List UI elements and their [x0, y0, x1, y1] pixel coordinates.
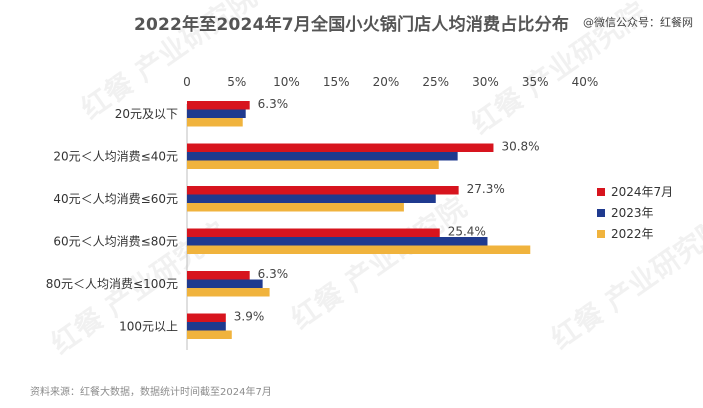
- data-label: 25.4%: [448, 225, 486, 239]
- bar: [187, 160, 439, 169]
- x-tick-label: 30%: [472, 75, 499, 89]
- bar: [187, 330, 232, 339]
- legend-swatch: [597, 209, 605, 217]
- data-labels: 6.3% 30.8% 27.3% 25.4% 6.3% 3.9%: [234, 97, 540, 324]
- category-label: 60元＜人均消费≤80元: [53, 234, 178, 248]
- x-tick-label: 35%: [522, 75, 549, 89]
- x-tick-label: 15%: [323, 75, 350, 89]
- data-label: 30.8%: [501, 140, 539, 154]
- bar: [187, 313, 226, 322]
- data-label: 27.3%: [467, 182, 505, 196]
- bar: [187, 279, 263, 288]
- x-tick-label: 0: [183, 75, 191, 89]
- data-label: 6.3%: [258, 97, 289, 111]
- bar: [187, 186, 459, 195]
- category-label: 40元＜人均消费≤60元: [53, 192, 178, 206]
- legend-label: 2024年7月: [611, 185, 673, 199]
- category-label: 20元＜人均消费≤40元: [53, 149, 178, 163]
- category-label: 80元＜人均消费≤100元: [46, 277, 178, 291]
- watermark-text: 红餐 产业研究院: [285, 191, 472, 336]
- data-label: 3.9%: [234, 310, 265, 324]
- bars: [187, 101, 531, 339]
- source-note: 资料来源：红餐大数据，数据统计时间截至2024年7月: [30, 387, 272, 398]
- legend-swatch: [597, 230, 605, 238]
- bar: [187, 203, 404, 212]
- legend-label: 2023年: [611, 206, 654, 220]
- wechat-watermark: @微信公众号：红餐网: [583, 16, 693, 29]
- x-tick-label: 25%: [422, 75, 449, 89]
- bar: [187, 237, 488, 246]
- y-axis: 20元及以下 20元＜人均消费≤40元 40元＜人均消费≤60元 60元＜人均消费≤8…: [46, 107, 178, 334]
- chart-title: 2022年至2024年7月全国小火锅门店人均消费占比分布: [133, 15, 570, 35]
- legend-label: 2022年: [611, 227, 654, 241]
- category-label: 100元以上: [119, 319, 178, 333]
- x-tick-label: 10%: [273, 75, 300, 89]
- bar: [187, 288, 270, 297]
- bar: [187, 109, 246, 118]
- x-tick-label: 40%: [572, 75, 599, 89]
- category-label: 20元及以下: [115, 107, 178, 121]
- bar: [187, 143, 494, 152]
- bar: [187, 101, 250, 110]
- bar: [187, 322, 226, 331]
- legend-swatch: [597, 188, 605, 196]
- bar: [187, 271, 250, 280]
- bar: [187, 194, 436, 203]
- bar: [187, 228, 440, 237]
- data-label: 6.3%: [258, 267, 289, 281]
- bar: [187, 118, 243, 127]
- bar: [187, 152, 458, 161]
- watermark-text: 红餐 产业研究院: [465, 0, 652, 141]
- x-tick-label: 5%: [227, 75, 246, 89]
- legend: 2024年7月 2023年 2022年: [597, 185, 673, 241]
- x-tick-label: 20%: [373, 75, 400, 89]
- bar: [187, 245, 531, 254]
